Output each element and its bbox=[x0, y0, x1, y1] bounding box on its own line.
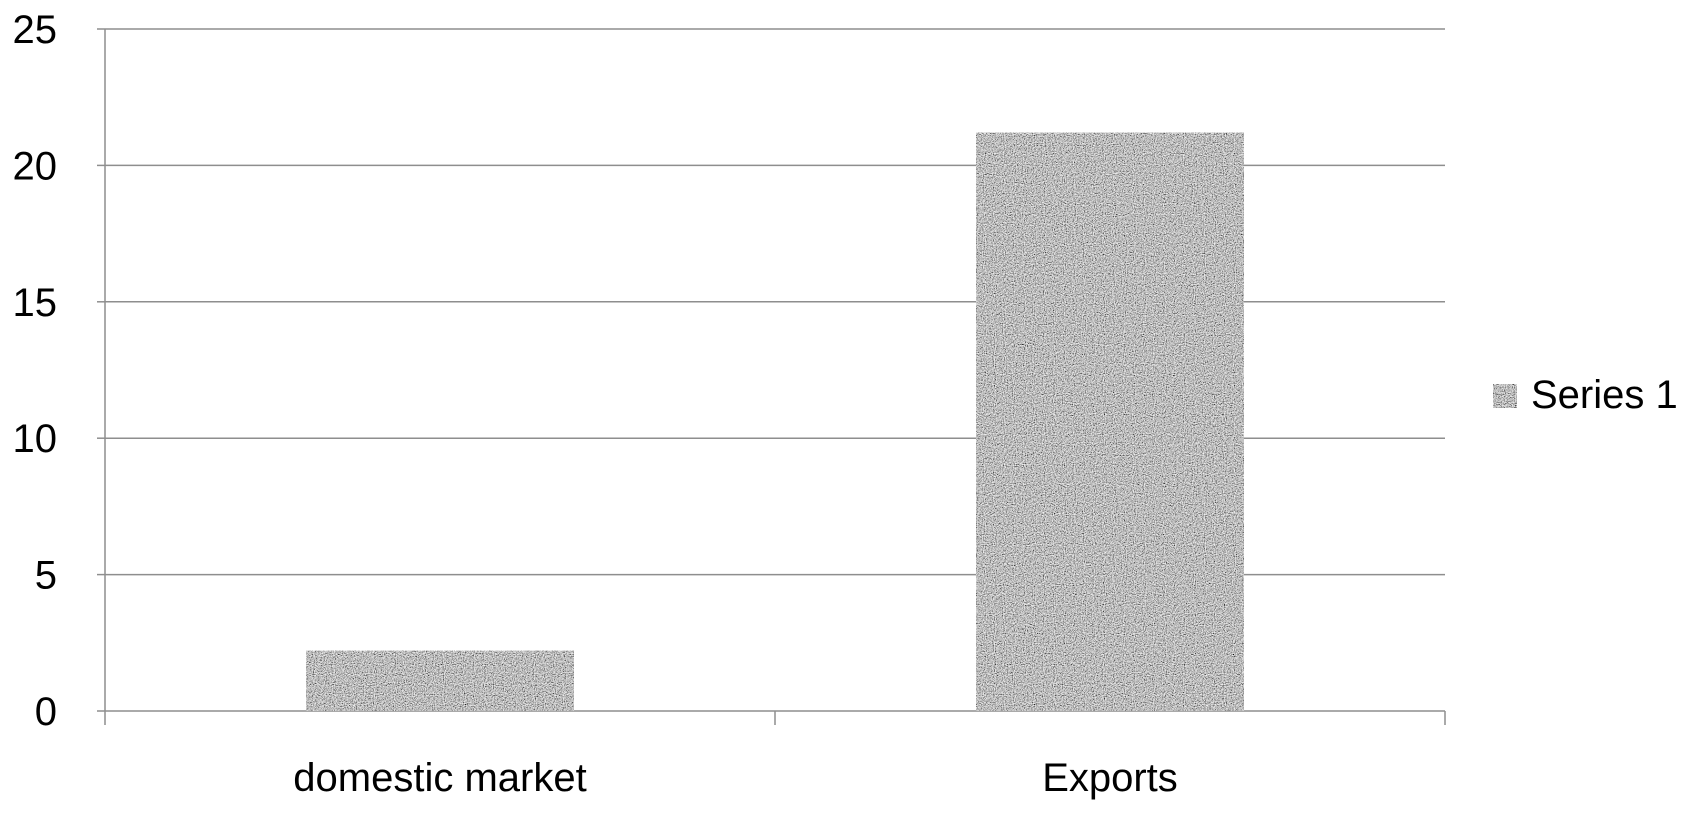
axis-labels: 0 5 10 15 20 25 domestic market Exports bbox=[13, 8, 1178, 800]
legend: Series 1 bbox=[1493, 373, 1678, 417]
y-tick-label: 20 bbox=[13, 144, 58, 188]
y-tick-label: 0 bbox=[35, 690, 57, 734]
y-tick-label: 10 bbox=[13, 417, 58, 461]
y-tick-label: 15 bbox=[13, 281, 58, 325]
y-tick-label: 25 bbox=[13, 8, 58, 52]
legend-swatch bbox=[1493, 384, 1517, 408]
bar-texture bbox=[306, 650, 574, 711]
bar-texture bbox=[976, 132, 1244, 711]
legend-swatch-texture bbox=[1493, 384, 1517, 408]
legend-label: Series 1 bbox=[1531, 373, 1678, 417]
y-tick-label: 5 bbox=[35, 554, 57, 598]
bars bbox=[306, 132, 1244, 711]
bar-2 bbox=[976, 132, 1244, 711]
x-category-label: Exports bbox=[1042, 756, 1178, 800]
bar-1 bbox=[306, 650, 574, 711]
x-category-label: domestic market bbox=[293, 756, 586, 800]
